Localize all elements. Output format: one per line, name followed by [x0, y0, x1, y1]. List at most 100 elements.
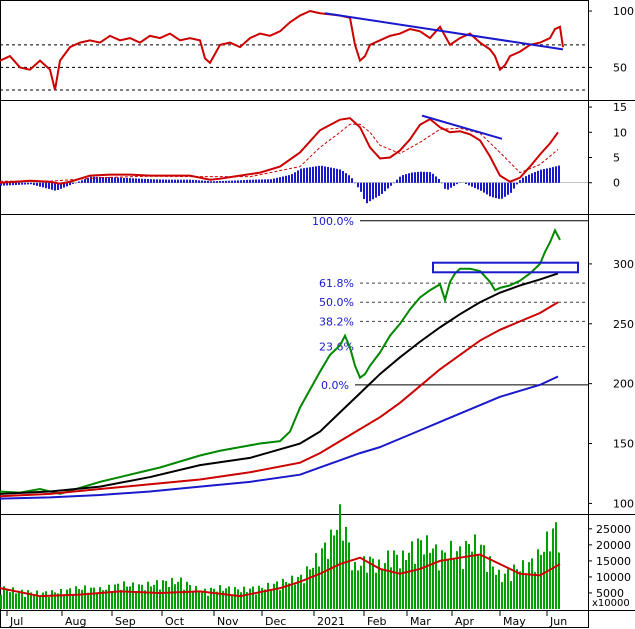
volume-bar	[60, 588, 62, 609]
macd-histogram-bar	[435, 176, 437, 183]
volume-bar	[192, 590, 194, 609]
macd-histogram-bar	[201, 180, 203, 183]
macd-histogram-bar	[375, 182, 377, 198]
price-panel: 300 250 200 150 100 100.0% 61.8% 50.0% 38.2% 23.6…	[0, 215, 634, 510]
volume-bar	[519, 571, 521, 609]
macd-histogram-bar	[78, 181, 80, 183]
price-y-tick-label: 250	[613, 318, 634, 331]
macd-histogram-bar	[534, 172, 536, 183]
volume-bar	[159, 589, 161, 609]
macd-histogram-bar	[111, 177, 113, 183]
volume-bar	[303, 583, 305, 609]
volume-bar	[255, 594, 257, 609]
macd-histogram-bar	[558, 165, 560, 183]
price-series-2	[0, 301, 559, 498]
volume-bar	[483, 545, 485, 609]
resistance-zone-box	[432, 261, 579, 274]
macd-histogram-bar	[279, 177, 281, 183]
macd-histogram-bar	[234, 180, 236, 183]
volume-bar	[513, 564, 515, 609]
x-axis: Jul Aug Sep Oct Nov Dec 2021 Feb Mar Apr May Jun	[6, 610, 567, 628]
volume-bar	[243, 586, 245, 609]
volume-bar	[537, 549, 539, 609]
macd-histogram-bar	[81, 180, 83, 183]
volume-bar	[411, 541, 413, 609]
volume-bar	[480, 544, 482, 609]
x-tick-label: Apr	[455, 615, 475, 628]
volume-bar	[321, 548, 323, 609]
volume-bar	[126, 586, 128, 609]
macd-histogram-bar	[369, 182, 371, 202]
volume-bar	[180, 577, 182, 609]
volume-bar	[534, 572, 536, 609]
volume-bar	[12, 587, 14, 609]
volume-y-tick-label: 20000	[596, 539, 631, 552]
volume-bar	[339, 504, 341, 609]
volume-bar	[18, 590, 20, 609]
price-y-tick-label: 100	[613, 497, 634, 510]
volume-bar	[93, 587, 95, 609]
volume-bar	[453, 558, 455, 609]
volume-bar	[417, 538, 419, 609]
volume-bar	[471, 551, 473, 609]
volume-bar	[549, 551, 551, 609]
x-tick-label: Dec	[265, 615, 286, 628]
macd-histogram-bar	[60, 182, 62, 189]
volume-bar	[390, 567, 392, 609]
fib-level-label: 61.8%	[319, 277, 354, 290]
macd-histogram-bar	[288, 175, 290, 183]
rsi-y-tick-label: 100	[613, 5, 634, 18]
volume-bar	[345, 526, 347, 609]
volume-bar	[270, 589, 272, 609]
macd-histogram-bar	[72, 182, 74, 184]
volume-bar	[342, 540, 344, 609]
macd-histogram-bar	[123, 177, 125, 183]
macd-histogram-bar	[513, 182, 515, 189]
volume-bar	[423, 554, 425, 609]
macd-y-tick-label: 0	[613, 177, 620, 190]
macd-histogram-bar	[255, 179, 257, 183]
volume-bar	[48, 597, 50, 609]
rsi-series-1	[324, 12, 564, 51]
rsi-series-0	[0, 9, 564, 91]
volume-bar	[312, 567, 314, 609]
volume-bar	[225, 588, 227, 609]
macd-histogram-bar	[63, 182, 65, 188]
macd-histogram-bar	[183, 179, 185, 183]
volume-bar	[477, 554, 479, 609]
volume-bar	[333, 535, 335, 609]
macd-histogram-bar	[327, 166, 329, 183]
macd-histogram-bar	[228, 180, 230, 183]
volume-bar	[429, 552, 431, 609]
macd-histogram-bar	[384, 182, 386, 192]
volume-bar	[318, 566, 320, 609]
macd-histogram-bar	[501, 182, 503, 199]
macd-histogram-bar	[336, 168, 338, 183]
volume-moving-average	[0, 553, 561, 598]
macd-histogram-bar	[432, 173, 434, 183]
volume-bar	[210, 587, 212, 609]
volume-bar	[360, 565, 362, 609]
volume-y-tick-label: 10000	[596, 571, 631, 584]
macd-histogram-bar	[150, 179, 152, 183]
volume-bar	[414, 563, 416, 609]
volume-bar	[273, 583, 275, 609]
volume-bar	[129, 586, 131, 609]
macd-y-tick-label: 10	[613, 126, 627, 139]
volume-bar	[168, 587, 170, 609]
macd-histogram-bar	[351, 178, 353, 183]
volume-bar	[165, 581, 167, 609]
volume-bar	[231, 595, 233, 609]
volume-bar	[327, 558, 329, 609]
volume-bar	[117, 583, 119, 609]
macd-histogram-bar	[522, 177, 524, 183]
macd-histogram-bar	[237, 180, 239, 183]
macd-histogram-bar	[102, 176, 104, 183]
volume-bar	[246, 592, 248, 609]
macd-histogram-bar	[75, 182, 77, 184]
macd-histogram-bar	[348, 175, 350, 183]
macd-histogram-bar	[510, 182, 512, 193]
volume-bar	[54, 592, 56, 609]
macd-histogram-bar	[42, 182, 44, 188]
